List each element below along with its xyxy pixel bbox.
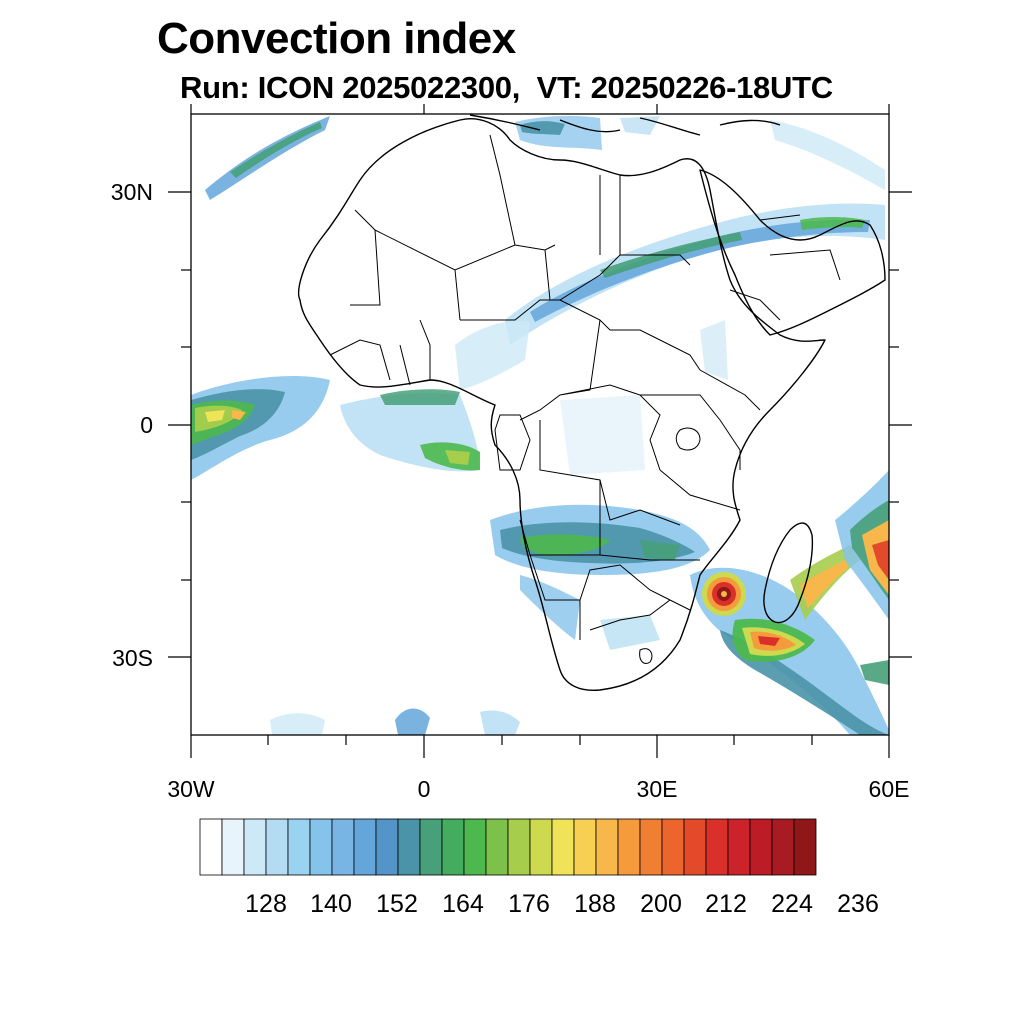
border-line — [329, 134, 841, 640]
convection-area — [872, 540, 889, 580]
colorbar-cell — [331, 818, 355, 876]
colorbar-cell — [529, 818, 553, 876]
colorbar-cell — [463, 818, 487, 876]
colorbar-label: 140 — [310, 890, 352, 918]
colorbar-label: 188 — [574, 890, 616, 918]
colorbar-label: 212 — [705, 890, 747, 918]
lat-label-0: 0 — [140, 412, 153, 438]
convection-area — [860, 660, 889, 685]
colorbar-cell — [683, 818, 707, 876]
country-borders — [329, 134, 841, 664]
convection-area — [520, 575, 580, 640]
madagascar-coastline — [763, 522, 814, 624]
convection-area — [455, 320, 530, 390]
colorbar-cell — [375, 818, 399, 876]
convection-area — [232, 410, 246, 420]
colorbar-cell — [793, 818, 817, 876]
convection-area — [445, 450, 470, 465]
convection-area — [560, 395, 645, 475]
lat-label-30s: 30S — [112, 645, 153, 671]
map-subtitle: Run: ICON 2025022300, VT: 20250226-18UTC — [180, 70, 833, 105]
lon-label-30e: 30E — [637, 776, 678, 802]
axis-ticks — [168, 104, 912, 758]
colorbar-cell — [419, 818, 443, 876]
colorbar-cell — [441, 818, 465, 876]
colorbar-label: 200 — [640, 890, 682, 918]
convection-area — [758, 636, 780, 646]
colorbar-cell — [353, 818, 377, 876]
colorbar-cell — [661, 818, 685, 876]
lon-label-0: 0 — [418, 776, 431, 802]
convection-area — [862, 520, 889, 595]
colorbar-cell — [397, 818, 421, 876]
colorbar-cell — [749, 818, 773, 876]
cyclone-eye — [721, 591, 727, 597]
colorbar-cell — [287, 818, 311, 876]
convection-area — [520, 534, 610, 556]
colorbar-cell — [309, 818, 333, 876]
africa-coastline — [298, 118, 826, 692]
convection-area — [770, 120, 885, 190]
colorbar-label: 152 — [376, 890, 418, 918]
convection-area — [480, 710, 520, 735]
convection-area — [270, 713, 325, 735]
colorbar-label: 176 — [508, 890, 550, 918]
lat-label-30n: 30N — [111, 179, 153, 205]
convection-area — [620, 116, 660, 135]
colorbar-cell — [221, 818, 245, 876]
colorbar-label: 164 — [442, 890, 484, 918]
convection-area — [530, 219, 870, 322]
colorbar-cell — [595, 818, 619, 876]
convection-area — [640, 540, 680, 560]
colorbar-cell — [771, 818, 795, 876]
convection-area — [520, 121, 565, 135]
convection-area — [205, 410, 225, 422]
colorbar-label: 236 — [837, 890, 879, 918]
arabia-coastline — [699, 169, 886, 336]
colorbar-cell — [265, 818, 289, 876]
convection-area — [800, 217, 865, 230]
convection-area — [700, 320, 728, 380]
lon-label-60e: 60E — [869, 776, 910, 802]
convection-area — [800, 560, 848, 608]
colorbar-cell — [485, 818, 509, 876]
colorbar-cell — [551, 818, 575, 876]
europe-coastline — [469, 114, 781, 136]
colorbar — [199, 818, 817, 876]
convection-area — [230, 122, 322, 178]
colorbar-label: 128 — [245, 890, 287, 918]
colorbar-labels: 128 140 152 164 176 188 200 212 224 236 — [245, 890, 879, 918]
colorbar-cell — [573, 818, 597, 876]
colorbar-label: 224 — [771, 890, 813, 918]
coastlines — [298, 114, 886, 692]
convection-area — [395, 708, 430, 735]
map-title: Convection index — [157, 14, 516, 63]
colorbar-cell — [199, 818, 223, 876]
lon-label-30w: 30W — [167, 776, 215, 802]
colorbar-cell — [727, 818, 751, 876]
colorbar-cell — [705, 818, 729, 876]
colorbar-cell — [639, 818, 663, 876]
colorbar-cell — [243, 818, 267, 876]
lake-outline — [639, 648, 653, 664]
lake-victoria — [675, 427, 701, 451]
colorbar-cell — [617, 818, 641, 876]
colorbar-cell — [507, 818, 531, 876]
convection-area — [380, 389, 460, 405]
convection-area — [600, 615, 660, 650]
